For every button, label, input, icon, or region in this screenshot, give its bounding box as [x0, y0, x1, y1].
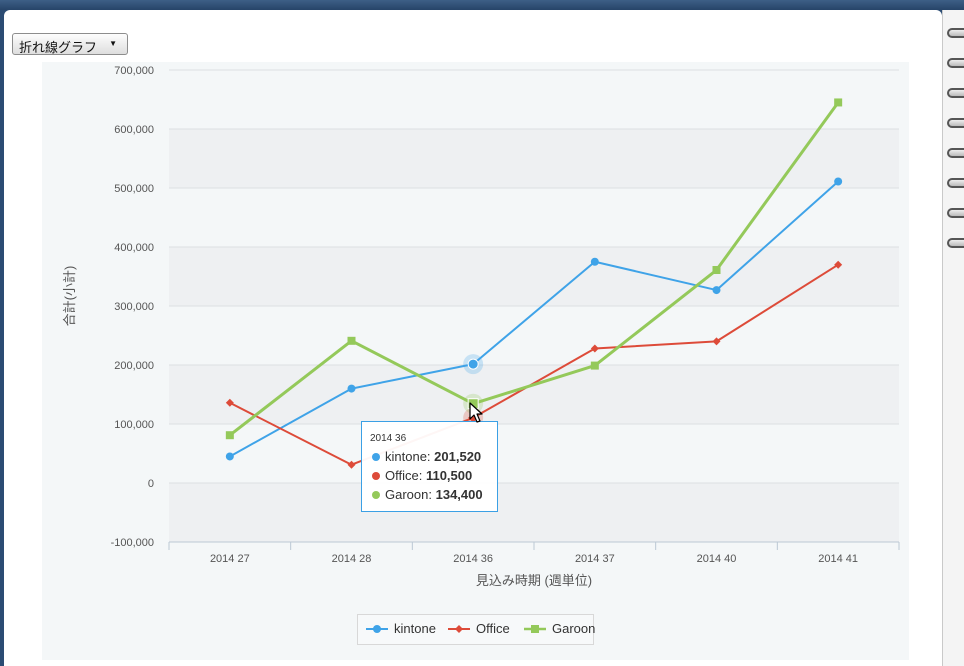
tooltip-series-value: 110,500: [425, 468, 473, 483]
x-tick-label: 2014 27: [210, 553, 250, 565]
data-point-kintone: [834, 177, 843, 186]
data-point-office: [834, 260, 843, 269]
tooltip-series-name: kintone: [385, 449, 427, 464]
data-point-garoon: [834, 98, 843, 107]
binder-ring-icon: [947, 208, 964, 218]
series-line-garoon: [228, 101, 840, 437]
plot-band: [169, 483, 899, 542]
x-tick-label: 2014 40: [697, 553, 737, 565]
chart-type-label: 折れ線グラフ: [19, 40, 98, 55]
series-dot-icon: [372, 472, 380, 480]
data-point-kintone: [590, 257, 599, 266]
chart-legend: kintone Office Garoon: [357, 614, 595, 645]
dropdown-arrow-icon: ▼: [109, 39, 117, 48]
binder-ring-icon: [947, 58, 964, 68]
plot-band: [169, 129, 899, 188]
y-tick-label: -100,000: [111, 537, 154, 549]
chart-tooltip: 2014 36 kintone: 201,520 Office: 110,500…: [361, 421, 498, 512]
y-tick-label: 300,000: [114, 301, 154, 313]
y-tick-label: 200,000: [114, 360, 154, 372]
data-point-kintone: [225, 452, 234, 461]
series-dot-icon: [372, 453, 380, 461]
diamond-marker-icon: [448, 625, 470, 633]
tooltip-series-name: Office: [385, 468, 419, 483]
window-top-bar: [0, 0, 964, 10]
data-point-kintone: [712, 286, 721, 295]
tooltip-row-garoon: Garoon: 134,400: [372, 487, 483, 502]
tooltip-title: 2014 36: [370, 433, 407, 444]
y-tick-label: 400,000: [114, 242, 154, 254]
binder-ring-icon: [947, 238, 964, 248]
chart-type-dropdown[interactable]: 折れ線グラフ ▼: [12, 33, 128, 55]
square-marker-icon: [524, 625, 546, 633]
legend-item-office[interactable]: Office: [448, 615, 514, 644]
data-point-office: [347, 460, 356, 469]
tooltip-series-name: Garoon: [385, 487, 429, 502]
data-point-kintone: [347, 384, 356, 393]
legend-item-garoon[interactable]: Garoon: [524, 615, 595, 644]
y-tick-label: 100,000: [114, 419, 154, 431]
mouse-cursor-icon: [469, 402, 483, 423]
tooltip-row-office: Office: 110,500: [372, 468, 472, 483]
x-axis-title: 見込み時期 (週単位): [476, 573, 592, 588]
legend-label: Office: [476, 621, 510, 636]
y-axis-title: 合計(小計): [62, 266, 77, 327]
x-tick-label: 2014 41: [818, 553, 858, 565]
plot-band: [169, 247, 899, 306]
circle-marker-icon: [366, 625, 388, 633]
binder-ring-icon: [947, 28, 964, 38]
y-tick-label: 0: [148, 478, 154, 490]
notebook-binder-panel: [942, 10, 964, 666]
plot-band: [169, 365, 899, 424]
line-chart: -100,000 0 100,000 200,000 300,000 400,000 500…: [42, 62, 909, 660]
y-tick-label: 700,000: [114, 65, 154, 77]
binder-ring-icon: [947, 148, 964, 158]
binder-ring-icon: [947, 88, 964, 98]
series-dot-icon: [372, 491, 380, 499]
chart-svg: -100,000 0 100,000 200,000 300,000 400,000 500…: [62, 65, 900, 588]
data-point-office: [590, 344, 599, 353]
data-point-garoon: [225, 431, 234, 440]
tooltip-row-kintone: kintone: 201,520: [372, 449, 481, 464]
data-point-garoon: [712, 266, 721, 275]
tooltip-series-value: 134,400: [435, 487, 483, 502]
y-tick-label: 500,000: [114, 183, 154, 195]
x-tick-label: 2014 28: [332, 553, 372, 565]
y-tick-label: 600,000: [114, 124, 154, 136]
data-point-office: [712, 337, 721, 346]
data-point-garoon: [347, 336, 356, 345]
x-tick-label: 2014 36: [453, 553, 493, 565]
legend-item-kintone[interactable]: kintone: [366, 615, 438, 644]
binder-ring-icon: [947, 178, 964, 188]
data-point-kintone: [467, 358, 479, 370]
legend-label: kintone: [394, 621, 436, 636]
data-point-office: [225, 398, 234, 407]
binder-ring-icon: [947, 118, 964, 128]
data-point-garoon: [590, 361, 599, 370]
x-tick-label: 2014 37: [575, 553, 615, 565]
series-line-kintone: [229, 180, 839, 458]
legend-label: Garoon: [552, 621, 596, 636]
tooltip-series-value: 201,520: [434, 449, 482, 464]
